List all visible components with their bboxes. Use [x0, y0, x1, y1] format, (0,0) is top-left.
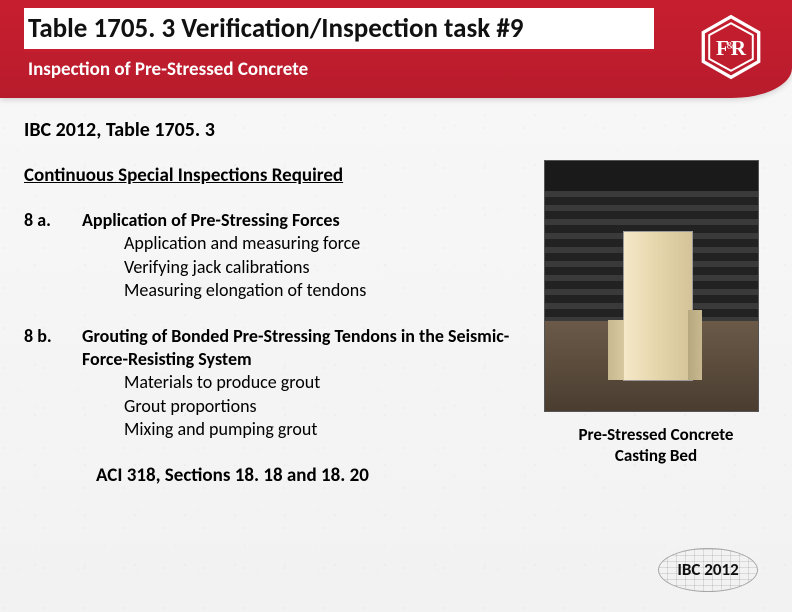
reference-line: IBC 2012, Table 1705. 3: [24, 118, 524, 142]
stamp-label: IBC 2012: [658, 548, 758, 592]
item-sub: Materials to produce grout: [124, 371, 524, 394]
slide-subtitle: Inspection of Pre-Stressed Concrete: [24, 58, 768, 81]
item-sub: Application and measuring force: [124, 232, 524, 255]
caption-line: Pre-Stressed Concrete: [578, 424, 733, 445]
item-body: Application of Pre-Stressing Forces Appl…: [82, 209, 524, 303]
item-sub: Mixing and pumping grout: [124, 418, 524, 441]
caption-line: Casting Bed: [615, 445, 697, 466]
content-area: IBC 2012, Table 1705. 3 Continuous Speci…: [0, 98, 792, 487]
item-title: Application of Pre-Stressing Forces: [82, 209, 524, 232]
slide-title: Table 1705. 3 Verification/Inspection ta…: [24, 8, 654, 52]
item-title: Grouting of Bonded Pre-Stressing Tendons…: [82, 325, 524, 372]
left-column: IBC 2012, Table 1705. 3 Continuous Speci…: [24, 118, 524, 487]
photo-casting-bed: [544, 160, 759, 412]
bottom-reference: ACI 318, Sections 18. 18 and 18. 20: [96, 464, 524, 487]
item-body: Grouting of Bonded Pre-Stressing Tendons…: [82, 325, 524, 442]
item-sub: Measuring elongation of tendons: [124, 279, 524, 302]
header-band: Table 1705. 3 Verification/Inspection ta…: [0, 0, 792, 98]
item-sub: Grout proportions: [124, 395, 524, 418]
section-heading: Continuous Special Inspections Required: [24, 164, 524, 187]
svg-text:&: &: [727, 40, 735, 50]
photo-caption: Pre-Stressed Concrete Casting Bed: [544, 424, 768, 467]
item-sub: Verifying jack calibrations: [124, 256, 524, 279]
list-item: 8 b. Grouting of Bonded Pre-Stressing Te…: [24, 325, 524, 442]
item-number: 8 a.: [24, 209, 82, 303]
item-number: 8 b.: [24, 325, 82, 442]
right-column: Pre-Stressed Concrete Casting Bed: [544, 118, 768, 487]
brand-logo-icon: F R &: [698, 14, 764, 80]
list-item: 8 a. Application of Pre-Stressing Forces…: [24, 209, 524, 303]
ibc-stamp-icon: IBC 2012: [658, 548, 758, 592]
